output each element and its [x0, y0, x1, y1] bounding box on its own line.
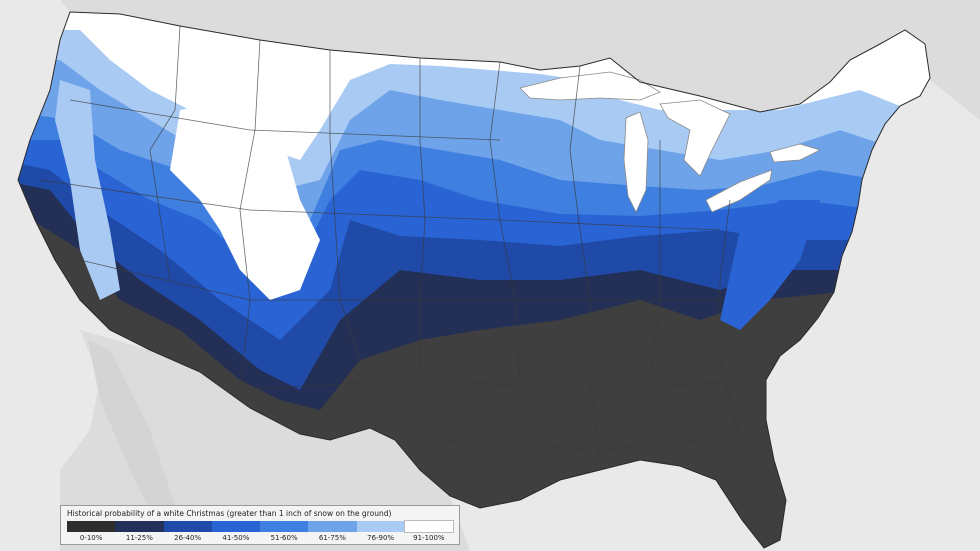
legend-color-bar [67, 520, 455, 533]
legend-label: 51-60% [270, 534, 298, 542]
legend-swatch [260, 521, 309, 532]
map-legend: Historical probability of a white Christ… [60, 505, 460, 545]
lake-erie [705, 169, 773, 213]
legend-label: 91-100% [413, 534, 445, 542]
legend-title: Historical probability of a white Christ… [67, 509, 392, 518]
legend-label: 61-75% [318, 534, 346, 542]
us-outline [17, 11, 931, 549]
legend-swatch [115, 521, 164, 532]
legend-label: 11-25% [125, 534, 153, 542]
lake-superior [519, 71, 661, 101]
legend-swatch [67, 521, 116, 532]
canada-land [0, 0, 980, 120]
legend-label: 41-50% [222, 534, 250, 542]
legend-swatch [403, 520, 455, 533]
legend-label: 76-90% [367, 534, 395, 542]
lake-ontario [769, 143, 822, 163]
great-lakes [519, 71, 822, 213]
legend-label: 0-10% [79, 534, 103, 542]
legend-swatch [211, 521, 260, 532]
appalachian-band [720, 200, 820, 330]
lake-michigan [623, 111, 649, 213]
sierra-cascade-snow [55, 80, 120, 300]
legend-label: 26-40% [174, 534, 202, 542]
legend-swatch [356, 521, 405, 532]
state-borders [39, 25, 761, 461]
legend-labels: 0-10% 11-25% 26-40% 41-50% 51-60% 61-75% 76-90… [67, 534, 453, 544]
lake-huron [659, 99, 731, 177]
legend-swatch [163, 521, 212, 532]
rocky-mountain-snow [170, 100, 320, 300]
baja-peninsula [88, 340, 180, 540]
legend-swatch [308, 521, 357, 532]
